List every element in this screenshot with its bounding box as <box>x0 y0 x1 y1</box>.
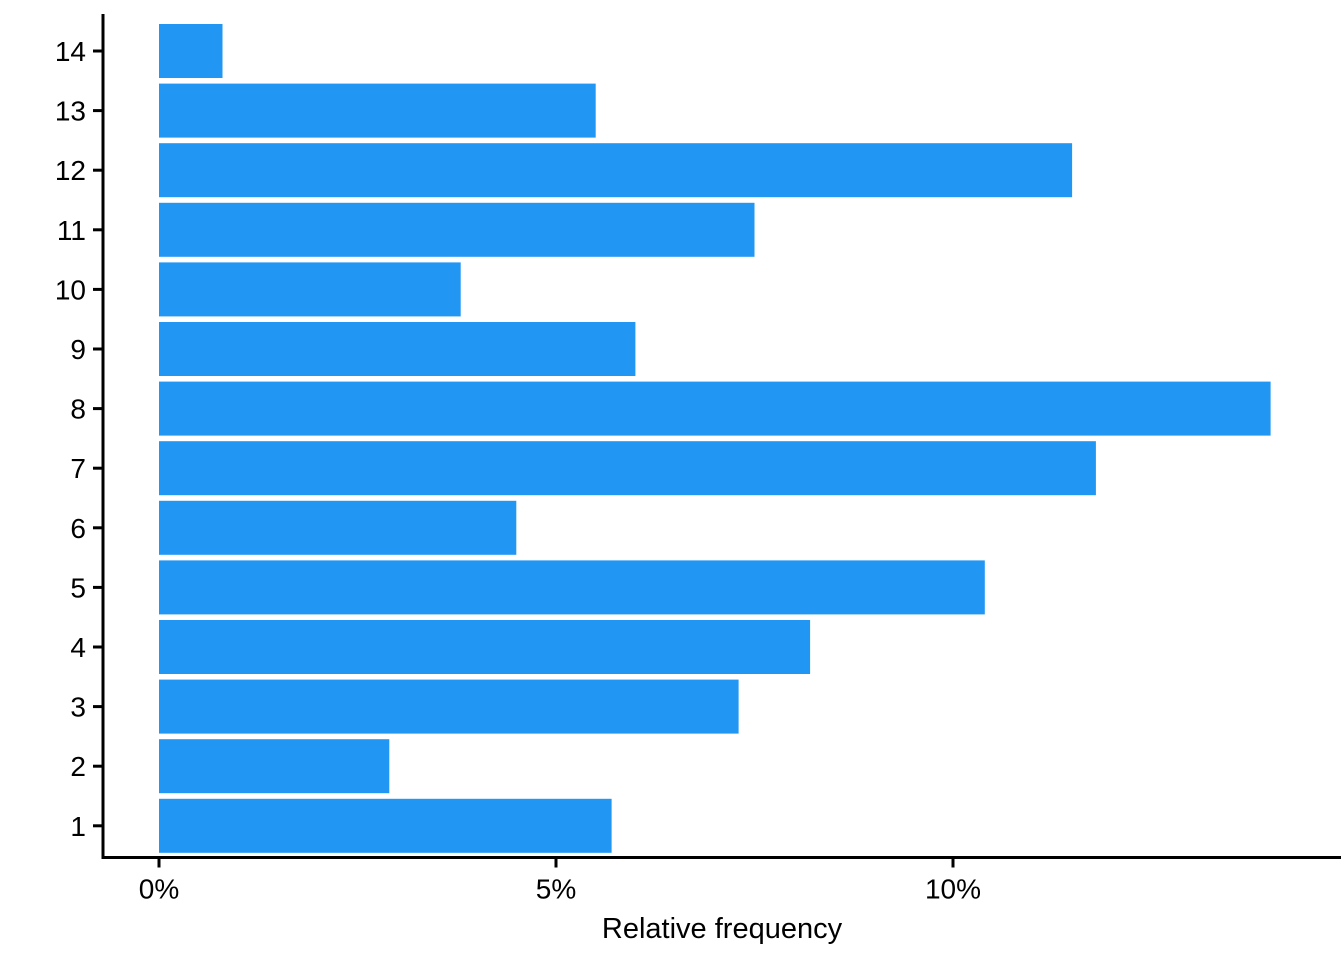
y-tick-label-4: 4 <box>70 632 86 663</box>
y-tick-label-14: 14 <box>55 36 86 67</box>
bar-category-5 <box>159 560 985 615</box>
bar-category-14 <box>159 24 223 78</box>
y-tick-label-11: 11 <box>57 215 86 246</box>
x-tick-label-0%: 0% <box>139 874 179 905</box>
y-tick-label-9: 9 <box>70 334 86 365</box>
bar-category-1 <box>159 798 612 853</box>
y-tick-label-3: 3 <box>70 692 86 723</box>
y-tick-label-7: 7 <box>70 453 86 484</box>
y-tick-label-6: 6 <box>70 513 86 544</box>
bar-category-13 <box>159 83 596 138</box>
y-tick-label-5: 5 <box>70 572 86 603</box>
x-tick-label-5%: 5% <box>536 874 576 905</box>
x-tick-label-10%: 10% <box>925 874 981 905</box>
y-tick-label-1: 1 <box>70 811 86 842</box>
y-tick-label-12: 12 <box>55 155 86 186</box>
y-tick-label-8: 8 <box>70 394 86 425</box>
y-tick-label-2: 2 <box>70 751 86 782</box>
bar-category-6 <box>159 500 517 555</box>
bar-category-3 <box>159 679 739 734</box>
bar-category-2 <box>159 739 390 794</box>
bar-category-9 <box>159 322 636 376</box>
x-axis-title: Relative frequency <box>602 913 843 945</box>
bar-category-10 <box>159 262 461 317</box>
bar-category-8 <box>159 381 1271 436</box>
y-tick-label-10: 10 <box>55 274 86 305</box>
y-tick-label-13: 13 <box>55 96 86 127</box>
bar-category-12 <box>159 143 1073 198</box>
bar-category-11 <box>159 202 755 257</box>
bar-category-4 <box>159 620 811 674</box>
bar-category-7 <box>159 441 1096 496</box>
